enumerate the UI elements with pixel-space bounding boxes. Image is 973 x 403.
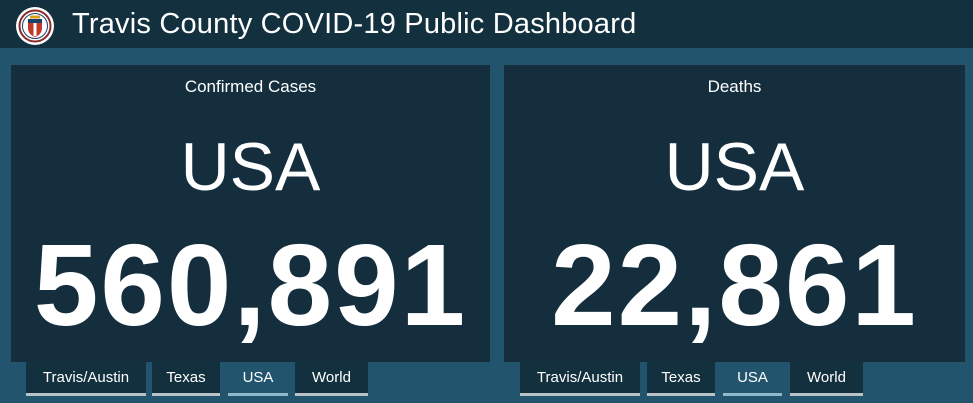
deaths-tab-world[interactable]: World bbox=[790, 362, 863, 396]
page-title: Travis County COVID-19 Public Dashboard bbox=[72, 8, 637, 40]
confirmed-cases-region: USA bbox=[180, 129, 321, 205]
deaths-tab-usa[interactable]: USA bbox=[723, 362, 782, 396]
confirmed-cases-value: 560,891 bbox=[33, 220, 468, 350]
deaths-tab-texas[interactable]: Texas bbox=[647, 362, 715, 396]
deaths-panel: Deaths USA 22,861 bbox=[504, 65, 965, 362]
deaths-label: Deaths bbox=[707, 77, 762, 96]
header-bar: Travis County COVID-19 Public Dashboard bbox=[0, 0, 973, 48]
confirmed-cases-panel: Confirmed Cases USA 560,891 bbox=[11, 65, 490, 362]
deaths-region: USA bbox=[664, 129, 805, 205]
deaths-tab-travis-austin[interactable]: Travis/Austin bbox=[520, 362, 640, 396]
deaths-value: 22,861 bbox=[551, 220, 918, 350]
city-of-austin-seal-icon bbox=[16, 7, 54, 45]
cases-tab-world[interactable]: World bbox=[295, 362, 368, 396]
cases-tab-travis-austin[interactable]: Travis/Austin bbox=[26, 362, 146, 396]
cases-tab-texas[interactable]: Texas bbox=[152, 362, 220, 396]
cases-tab-usa[interactable]: USA bbox=[228, 362, 288, 396]
confirmed-cases-label: Confirmed Cases bbox=[184, 77, 317, 96]
